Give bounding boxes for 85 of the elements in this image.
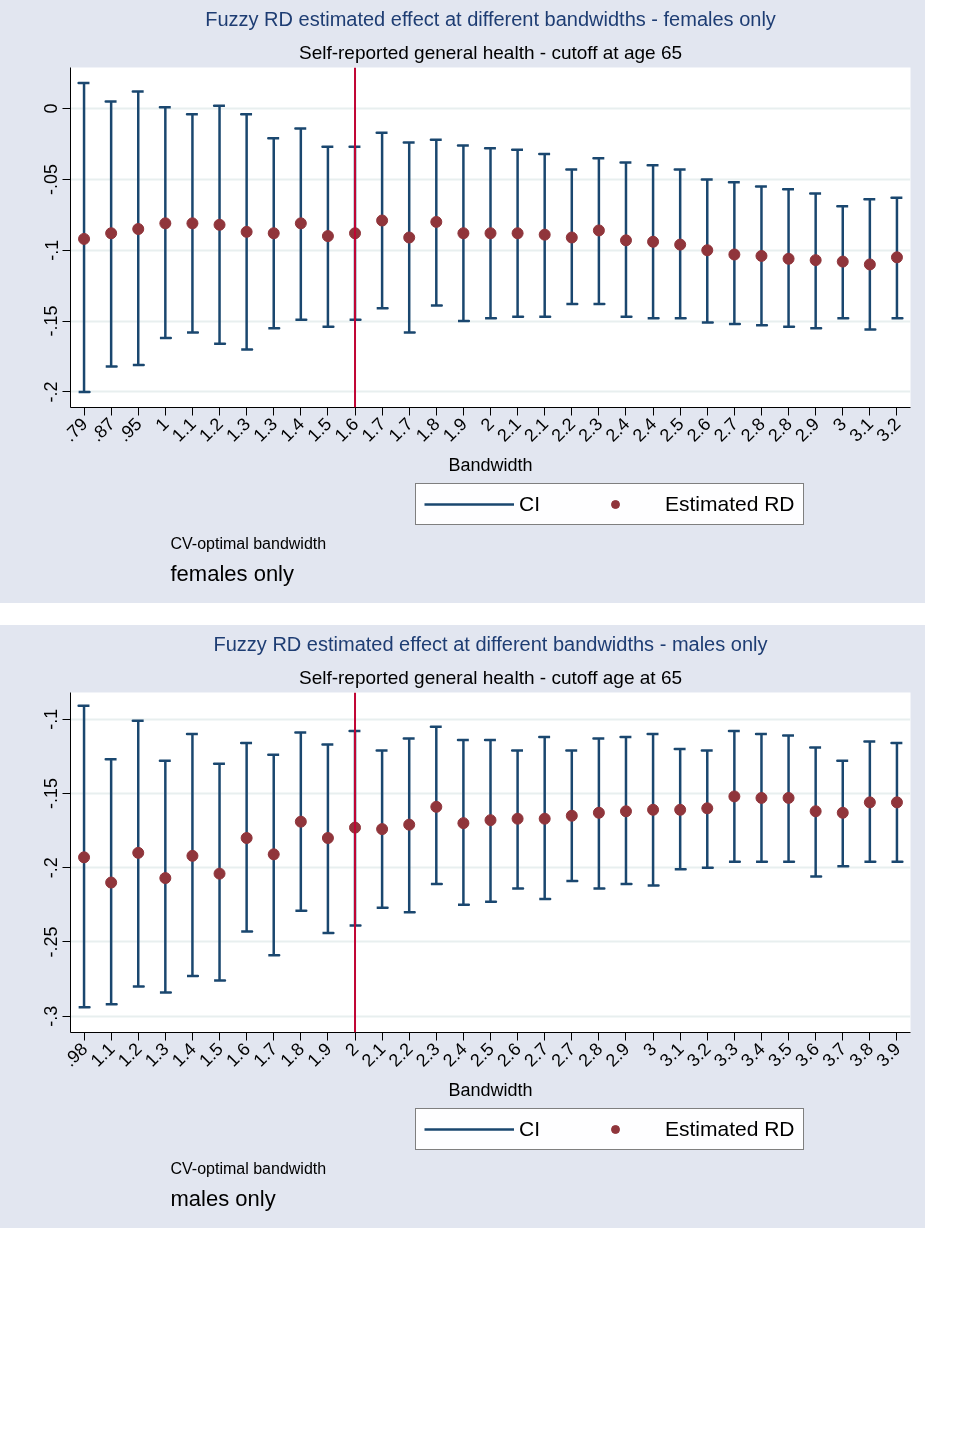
point — [213, 867, 226, 880]
chart-subtitle: Self-reported general health - cutoff age at 65 — [298, 666, 683, 688]
chart-subtitle: Self-reported general health - cutoff at age 65 — [298, 41, 683, 63]
point — [674, 238, 687, 251]
point — [836, 806, 849, 819]
x-axis-title: Bandwidth — [448, 455, 533, 476]
point — [376, 214, 389, 227]
y-tick-label: -.1 — [41, 708, 62, 730]
point — [403, 231, 416, 244]
text: males only — [170, 1185, 276, 1211]
point — [240, 225, 253, 238]
point — [457, 817, 470, 830]
point — [619, 805, 632, 818]
point — [78, 851, 91, 864]
point — [755, 249, 768, 262]
point — [403, 818, 416, 831]
point — [186, 217, 199, 230]
y-tick-label: -.2 — [41, 857, 62, 879]
text: CI — [519, 1117, 540, 1141]
point — [511, 227, 524, 240]
point — [484, 814, 497, 827]
point — [132, 846, 145, 859]
point — [159, 217, 172, 230]
point — [647, 235, 660, 248]
point — [619, 234, 632, 247]
point — [863, 796, 876, 809]
y-tick-label: -.3 — [41, 1005, 62, 1027]
point — [321, 230, 334, 243]
point — [430, 215, 443, 228]
point — [267, 848, 280, 861]
point — [809, 254, 822, 267]
point — [836, 255, 849, 268]
point — [782, 791, 795, 804]
point — [484, 227, 497, 240]
y-tick-label: 0 — [41, 103, 62, 114]
point — [430, 800, 443, 813]
point — [674, 803, 687, 816]
legend-label: Estimated RD — [665, 492, 795, 516]
point — [186, 849, 199, 862]
point — [863, 258, 876, 271]
text: females only — [170, 560, 295, 586]
point — [701, 802, 714, 815]
point — [728, 790, 741, 803]
y-tick-label: -.05 — [41, 163, 62, 195]
point — [538, 228, 551, 241]
point — [267, 227, 280, 240]
y-tick-label: -.15 — [41, 305, 62, 337]
point — [294, 217, 307, 230]
point — [294, 815, 307, 828]
x-axis-title: Bandwidth — [448, 1080, 533, 1101]
point — [159, 872, 172, 885]
point — [105, 876, 118, 889]
point — [321, 832, 334, 844]
text: CV-optimal bandwidth — [170, 534, 327, 552]
point — [592, 806, 605, 819]
point — [592, 224, 605, 237]
legend-label: Estimated RD — [665, 1117, 795, 1141]
point — [890, 796, 903, 809]
chart-title: Fuzzy RD estimated effect at different bandwidths - males only — [213, 632, 768, 655]
chart-title: Fuzzy RD estimated effect at different bandwidths - females only — [205, 7, 776, 30]
point — [376, 823, 389, 836]
point — [701, 244, 714, 257]
point — [457, 227, 470, 240]
point — [78, 232, 91, 245]
point — [728, 248, 741, 261]
y-tick-label: -.1 — [41, 239, 62, 261]
point — [132, 223, 145, 235]
point — [890, 251, 903, 264]
text: CV-optimal bandwidth — [170, 1159, 327, 1177]
point — [565, 231, 578, 244]
y-tick-label: -.2 — [41, 381, 62, 403]
point — [538, 812, 551, 825]
point — [647, 803, 660, 816]
point — [105, 227, 118, 240]
point — [755, 791, 768, 804]
y-tick-label: -.25 — [41, 926, 62, 958]
point — [511, 812, 524, 825]
point — [782, 252, 795, 265]
point — [213, 218, 226, 231]
point — [240, 832, 253, 844]
x-tick-label: 2 — [341, 1038, 363, 1060]
point — [809, 805, 822, 818]
y-tick-label: -.15 — [41, 777, 62, 809]
text: CI — [519, 492, 540, 516]
point — [565, 809, 578, 822]
